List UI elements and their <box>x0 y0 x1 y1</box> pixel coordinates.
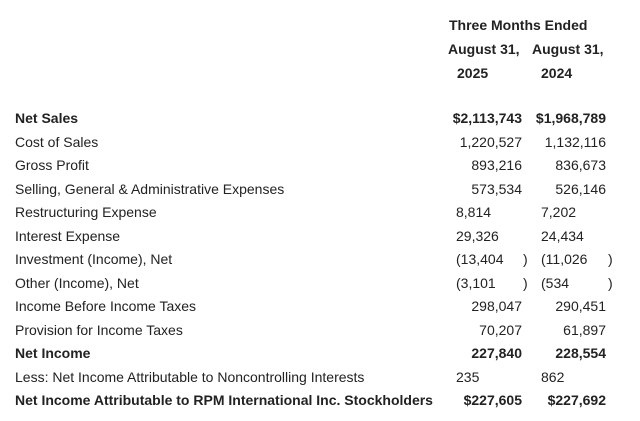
value-2024: 862 <box>541 368 565 385</box>
row-label: Income Before Income Taxes <box>15 298 197 314</box>
row-label: Less: Net Income Attributable to Noncont… <box>15 368 365 385</box>
value-2024: 228,554 <box>555 345 606 361</box>
table-row: Provision for Income Taxes 70,207 61,897 <box>0 319 640 343</box>
value-2025: 29,326 <box>456 227 499 244</box>
value-2025: $227,605 <box>463 392 522 408</box>
value-2025: 8,814 <box>456 204 492 220</box>
close-paren-2024: ) <box>608 251 613 267</box>
row-label: Gross Profit <box>15 157 89 173</box>
table-row: Less: Net Income Attributable to Noncont… <box>0 366 640 390</box>
value-2024: 1,132,116 <box>544 133 606 150</box>
value-2025: 893,216 <box>471 157 522 173</box>
row-label: Selling, General & Administrative Expens… <box>15 180 285 197</box>
close-paren-2025: ) <box>523 251 528 267</box>
value-2024: (11,026 <box>541 251 588 267</box>
table-row: Interest Expense 29,326 24,434 <box>0 225 640 249</box>
table-row: Income Before Income Taxes 298,047 290,451 <box>0 295 640 319</box>
value-2025: (13,404 <box>456 251 504 267</box>
column-header-year-2024: 2024 <box>541 65 573 81</box>
column-header-date-2025: August 31, <box>448 41 520 57</box>
row-label: Net Income Attributable to RPM Internati… <box>15 392 433 408</box>
table-row: Gross Profit 893,216 836,673 <box>0 154 640 178</box>
value-2025: 227,840 <box>471 345 522 361</box>
value-2024: 24,434 <box>541 227 584 244</box>
value-2025: 298,047 <box>471 298 522 314</box>
value-2024: $227,692 <box>547 392 606 408</box>
value-2025: 70,207 <box>479 321 522 338</box>
row-label: Net Income <box>15 345 91 361</box>
value-2024: 61,897 <box>563 321 606 338</box>
value-2024: 7,202 <box>541 204 577 220</box>
value-2024: (534 <box>541 274 570 291</box>
table-row: Net Income Attributable to RPM Internati… <box>0 389 640 413</box>
column-header-period: Three Months Ended <box>449 17 588 33</box>
row-label: Interest Expense <box>15 227 121 244</box>
row-label: Cost of Sales <box>15 133 99 150</box>
row-label: Provision for Income Taxes <box>15 321 183 338</box>
value-2024: 290,451 <box>555 298 606 314</box>
value-2024: 836,673 <box>555 157 606 173</box>
row-label: Net Sales <box>15 110 79 126</box>
table-row: Selling, General & Administrative Expens… <box>0 178 640 202</box>
value-2024: $1,968,789 <box>535 110 606 126</box>
table-row: Investment (Income), Net (13,404) (11,026) <box>0 248 640 272</box>
value-2025: 1,220,527 <box>459 133 522 150</box>
table-row: Net Sales $2,113,743 $1,968,789 <box>0 107 640 131</box>
table-row: Other (Income), Net (3,101) (534) <box>0 272 640 296</box>
table-row: Restructuring Expense 8,814 7,202 <box>0 201 640 225</box>
value-2024: 526,146 <box>555 180 606 197</box>
row-label: Investment (Income), Net <box>15 251 173 267</box>
table-row: Net Income 227,840 228,554 <box>0 342 640 366</box>
row-label: Restructuring Expense <box>15 204 157 220</box>
column-header-date-2024: August 31, <box>532 41 604 57</box>
close-paren-2024: ) <box>608 274 613 291</box>
value-2025: (3,101 <box>456 274 496 291</box>
close-paren-2025: ) <box>523 274 528 291</box>
value-2025: 235 <box>456 368 480 385</box>
row-label: Other (Income), Net <box>15 274 139 291</box>
value-2025: $2,113,743 <box>452 110 522 126</box>
table-row: Cost of Sales 1,220,527 1,132,116 <box>0 131 640 155</box>
value-2025: 573,534 <box>471 180 522 197</box>
column-header-year-2025: 2025 <box>457 65 489 81</box>
